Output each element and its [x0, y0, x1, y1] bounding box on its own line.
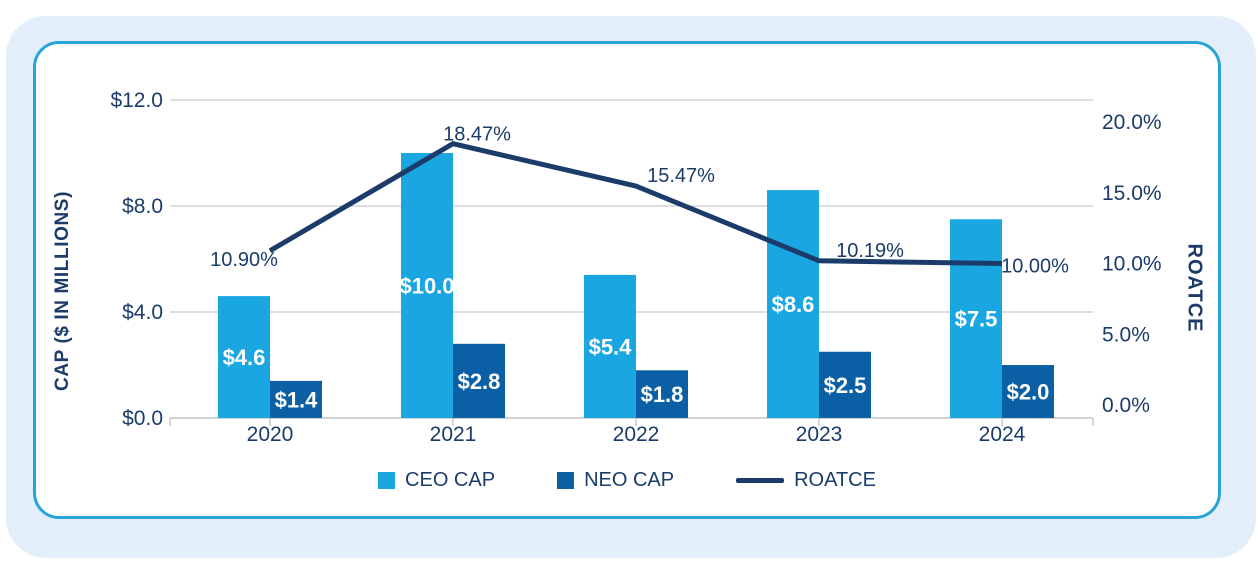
svg-text:$0.0: $0.0 — [122, 407, 163, 430]
svg-text:$4.6: $4.6 — [223, 345, 266, 370]
legend-label-neo-cap: NEO CAP — [584, 468, 675, 491]
svg-text:15.47%: 15.47% — [647, 165, 715, 187]
svg-text:2023: 2023 — [796, 423, 843, 446]
svg-text:$7.5: $7.5 — [955, 307, 998, 332]
svg-text:$1.4: $1.4 — [275, 387, 319, 412]
svg-text:$8.6: $8.6 — [772, 292, 815, 317]
svg-text:$4.0: $4.0 — [122, 301, 163, 324]
svg-text:0.0%: 0.0% — [1102, 394, 1150, 417]
svg-text:$1.8: $1.8 — [641, 382, 684, 407]
svg-text:20.0%: 20.0% — [1102, 111, 1162, 134]
svg-text:18.47%: 18.47% — [443, 124, 511, 146]
left-axis-title: CAP ($ IN MILLIONS) — [52, 191, 73, 391]
svg-text:$2.0: $2.0 — [1007, 380, 1050, 405]
svg-text:2020: 2020 — [247, 423, 294, 446]
legend-item-ceo-cap: CEO CAP — [378, 469, 495, 492]
svg-text:$12.0: $12.0 — [110, 89, 163, 112]
ceo-cap-swatch-icon — [378, 471, 396, 489]
legend-item-roatce: ROATCE — [736, 469, 876, 492]
right-axis-title: ROATCE — [1183, 243, 1206, 333]
svg-text:10.19%: 10.19% — [836, 240, 904, 262]
svg-text:5.0%: 5.0% — [1102, 323, 1150, 346]
svg-text:$10.0: $10.0 — [399, 274, 454, 299]
legend-item-neo-cap: NEO CAP — [557, 469, 674, 492]
legend-label-ceo-cap: CEO CAP — [405, 468, 496, 491]
roatce-line-swatch-icon — [736, 477, 785, 483]
svg-text:15.0%: 15.0% — [1102, 182, 1162, 205]
svg-text:$5.4: $5.4 — [589, 334, 633, 359]
svg-text:$2.5: $2.5 — [824, 373, 867, 398]
neo-cap-swatch-icon — [557, 471, 575, 489]
svg-text:2021: 2021 — [430, 423, 477, 446]
svg-text:10.0%: 10.0% — [1102, 253, 1162, 276]
svg-text:2024: 2024 — [979, 423, 1026, 446]
svg-text:10.00%: 10.00% — [1001, 256, 1069, 278]
chart-legend: CEO CAP NEO CAP ROATCE — [33, 466, 1221, 494]
legend-label-roatce: ROATCE — [794, 468, 876, 491]
svg-text:$8.0: $8.0 — [122, 195, 163, 218]
svg-text:$2.8: $2.8 — [458, 369, 501, 394]
svg-text:2022: 2022 — [613, 423, 660, 446]
svg-text:10.90%: 10.90% — [210, 249, 278, 271]
